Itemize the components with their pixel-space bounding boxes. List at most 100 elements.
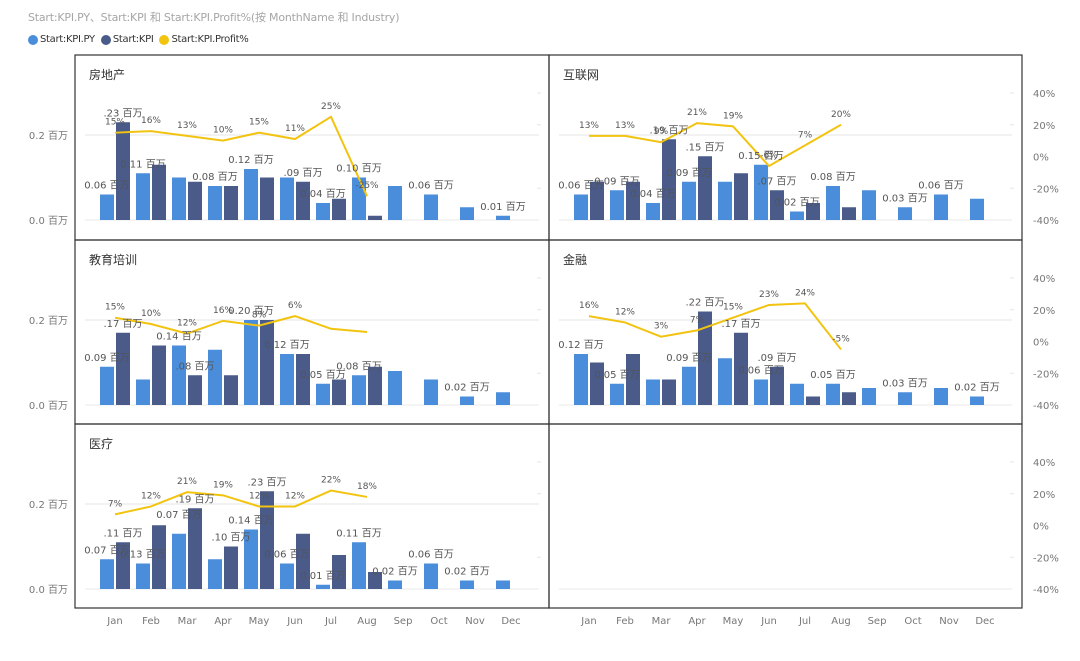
y2-axis-tick: 20% (1033, 306, 1055, 317)
x-axis-tick: Sep (868, 616, 887, 627)
profit-label: 12% (285, 491, 305, 501)
profit-label: 13% (579, 121, 599, 131)
bar-kpi (116, 332, 130, 405)
bar-data-label: 0.12 百万 (264, 339, 309, 351)
x-axis-tick: Jun (286, 616, 303, 627)
bar-kpi-py (208, 559, 222, 589)
bar-data-label: 0.11 百万 (336, 527, 381, 539)
profit-label: 15% (105, 303, 125, 313)
bar-kpi-py (136, 563, 150, 589)
bar-data-label: 0.20 百万 (228, 305, 273, 317)
profit-label: 21% (177, 477, 197, 487)
bar-kpi (260, 491, 274, 589)
bar-kpi-py (208, 186, 222, 220)
x-axis-tick: Jan (580, 616, 596, 627)
bar-kpi (590, 181, 604, 220)
bar-data-label: 0.01 百万 (480, 201, 525, 213)
bar-kpi (368, 366, 382, 405)
y2-axis-tick: -40% (1033, 585, 1059, 596)
legend-item-kpi[interactable]: Start:KPI (100, 34, 154, 45)
bar-data-label: 0.02 百万 (774, 197, 819, 209)
bar-kpi (296, 354, 310, 405)
y2-axis-tick: -20% (1033, 184, 1059, 195)
bar-data-label: 0.03 百万 (882, 192, 927, 204)
x-axis-tick: Jan (106, 616, 122, 627)
bar-kpi (590, 362, 604, 405)
y-axis-tick: 0.2 百万 (29, 315, 68, 327)
y2-axis-tick: 40% (1033, 274, 1055, 285)
y2-axis-tick: -40% (1033, 401, 1059, 412)
profit-label: 3% (654, 322, 669, 332)
y-axis-tick: 0.0 百万 (29, 584, 68, 596)
bar-data-label: 0.08 百万 (336, 360, 381, 372)
panel-title: 教育培训 (89, 252, 137, 267)
bar-kpi (332, 379, 346, 405)
bar-kpi-py (172, 177, 186, 220)
x-axis-tick: Dec (975, 616, 994, 627)
bar-kpi-py (460, 580, 474, 589)
legend-label: Start:KPI.PY (40, 34, 95, 45)
bar-data-label: .17 百万 (103, 318, 142, 330)
bar-kpi-py (460, 207, 474, 220)
legend-item-profit[interactable]: Start:KPI.Profit% (159, 34, 249, 45)
x-axis-tick: Aug (357, 616, 377, 627)
bar-kpi (296, 533, 310, 589)
y2-axis-tick: 0% (1033, 522, 1049, 533)
bar-kpi-py (352, 375, 366, 405)
bar-data-label: 0.12 百万 (228, 154, 273, 166)
y2-axis-tick: 0% (1033, 338, 1049, 349)
bar-kpi-py (172, 533, 186, 589)
profit-label: 9% (654, 127, 669, 137)
bar-kpi (734, 173, 748, 220)
bar-kpi (662, 379, 676, 405)
bar-kpi-py (496, 215, 510, 220)
bar-data-label: .15 百万 (685, 141, 724, 153)
bar-data-label: 0.06 百万 (408, 549, 453, 561)
legend-item-kpi-py[interactable]: Start:KPI.PY (28, 34, 95, 45)
bar-kpi (116, 542, 130, 589)
y2-axis-tick: 40% (1033, 89, 1055, 100)
bar-kpi (188, 508, 202, 589)
profit-label: -6% (760, 151, 778, 161)
legend-label: Start:KPI (112, 34, 154, 45)
profit-label: 25% (321, 102, 341, 112)
profit-label: 8% (252, 311, 267, 321)
profit-label: 12% (615, 307, 635, 317)
bar-kpi (662, 139, 676, 220)
profit-label: 11% (285, 124, 305, 134)
bar-data-label: 0.02 百万 (444, 382, 489, 394)
x-axis-tick: Jun (760, 616, 777, 627)
bar-data-label: 0.06 百万 (918, 180, 963, 192)
profit-label: 18% (357, 482, 377, 492)
x-axis-tick: Aug (831, 616, 851, 627)
x-axis-tick: Jul (324, 616, 337, 627)
y2-axis-tick: 20% (1033, 121, 1055, 132)
bar-kpi-py (208, 349, 222, 405)
bar-kpi (626, 354, 640, 405)
bar-kpi-py (100, 194, 114, 220)
bar-data-label: 0.09 百万 (84, 352, 129, 364)
bar-kpi (806, 203, 820, 220)
bar-kpi (116, 122, 130, 220)
x-axis-tick: Nov (465, 616, 485, 627)
bar-kpi-py (424, 379, 438, 405)
bar-kpi-py (754, 379, 768, 405)
y-axis-tick: 0.2 百万 (29, 130, 68, 142)
bar-kpi-py (718, 358, 732, 405)
bar-kpi-py (790, 211, 804, 220)
bar-data-label: 0.06 百万 (84, 180, 129, 192)
bar-kpi-py (718, 181, 732, 220)
profit-label: 10% (141, 309, 161, 319)
bar-kpi (368, 572, 382, 589)
bar-kpi-py (754, 164, 768, 220)
y2-axis-tick: 20% (1033, 490, 1055, 501)
legend: Start:KPI.PY Start:KPI Start:KPI.Profit% (28, 34, 249, 45)
bar-data-label: .19 百万 (649, 124, 688, 136)
bar-kpi (224, 375, 238, 405)
bar-kpi-py (790, 383, 804, 405)
x-axis-tick: Feb (142, 616, 160, 627)
bar-kpi-py (280, 354, 294, 405)
bar-kpi-py (244, 169, 258, 220)
bar-kpi-py (898, 207, 912, 220)
